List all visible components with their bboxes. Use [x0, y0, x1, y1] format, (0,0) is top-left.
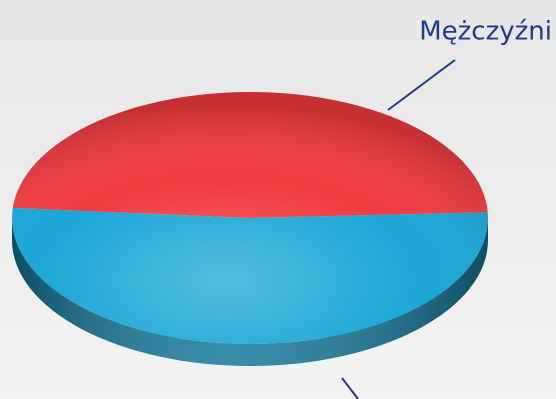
leader-line	[341, 377, 359, 399]
leader-line	[387, 59, 456, 111]
side-shade	[12, 218, 488, 366]
pie	[12, 91, 489, 366]
top-shade	[12, 92, 488, 344]
slice-label: Mężczyźni	[419, 17, 552, 47]
